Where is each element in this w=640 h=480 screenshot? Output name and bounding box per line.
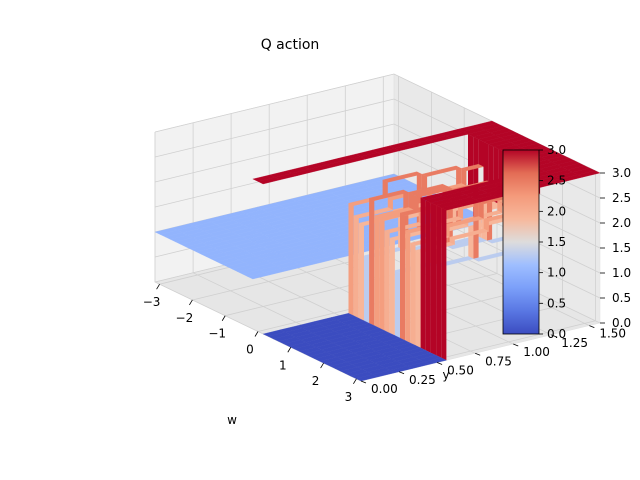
x-axis-label: w — [227, 413, 237, 427]
colorbar-tick-label: 3.0 — [547, 143, 566, 157]
surface-wall — [478, 201, 484, 219]
x-tick-label: 3 — [345, 390, 353, 404]
surface-wall — [410, 243, 416, 346]
surface-wall — [473, 198, 479, 262]
colorbar-tick-label: 1.5 — [547, 235, 566, 249]
surface-wall — [389, 238, 395, 336]
surface-patch — [449, 232, 473, 240]
surface-patch — [472, 254, 497, 262]
surface-wall — [348, 203, 354, 316]
surface-wall — [400, 213, 406, 341]
z-tick-label: 0.5 — [612, 291, 631, 305]
y-tick — [475, 352, 481, 356]
surface-wall — [358, 223, 364, 321]
x-tick-label: 0 — [246, 343, 254, 357]
colorbar: 0.0 0.5 1.0 1.5 2.0 2.5 3.0 — [502, 143, 566, 341]
y-tick — [589, 325, 595, 328]
surface-wall — [415, 250, 421, 348]
x-tick — [320, 362, 324, 369]
z-tick-label: 2.0 — [612, 216, 631, 230]
surface-wall — [420, 197, 426, 351]
surface-wall — [497, 200, 503, 214]
surface-patch — [355, 374, 379, 382]
surface-wall — [441, 207, 447, 361]
surface-wall — [436, 205, 442, 358]
surface-wall — [461, 168, 467, 186]
z-tick-label: 0.0 — [612, 316, 631, 330]
colorbar-tick-label: 1.0 — [547, 266, 566, 280]
x-tick-label: −1 — [208, 327, 226, 341]
y-tick — [513, 343, 519, 347]
x-tick — [189, 299, 193, 306]
surface-patch — [413, 190, 437, 198]
x-tick — [353, 378, 357, 384]
y-tick-label: 0.00 — [371, 382, 398, 396]
colorbar-gradient — [502, 149, 540, 335]
surface-wall — [374, 215, 380, 329]
x-tick-label: −3 — [143, 295, 161, 309]
surface-wall — [478, 139, 484, 167]
x-tick — [156, 284, 160, 290]
surface-wall — [425, 200, 431, 353]
z-tick-label: 2.5 — [612, 191, 631, 205]
colorbar-tick-label: 2.5 — [547, 174, 566, 188]
y-tick — [398, 371, 405, 375]
surface-patch — [257, 177, 281, 185]
x-tick — [221, 315, 226, 321]
surface-wall — [430, 202, 437, 356]
colorbar-tick-label: 2.0 — [547, 204, 566, 218]
surface-wall — [405, 230, 411, 343]
colorbar-tick-label: 0.5 — [547, 296, 566, 310]
surface-plot — [154, 120, 601, 382]
surface-wall — [394, 270, 400, 338]
surface-wall — [421, 174, 428, 192]
surface-wall — [384, 230, 390, 334]
y-tick — [436, 362, 443, 365]
surface-patch — [421, 169, 445, 177]
y-tick-label: 1.50 — [599, 327, 626, 341]
surface-wall — [483, 141, 489, 185]
surface-wall — [468, 226, 474, 259]
surface-patch — [368, 193, 392, 201]
surface-wall — [483, 218, 489, 232]
surface-wall — [353, 215, 359, 319]
x-tick-label: 2 — [312, 374, 320, 388]
surface-patch — [382, 175, 406, 183]
y-tick-label: 0.25 — [409, 373, 436, 387]
surface-wall — [369, 198, 375, 326]
x-tick — [254, 331, 259, 337]
y-tick-label: 0.50 — [447, 364, 474, 378]
chart-title: Q action — [261, 37, 320, 53]
y-tick-label: 0.75 — [485, 354, 512, 368]
z-tick-label: 1.5 — [612, 241, 631, 255]
x-tick — [287, 347, 292, 353]
surface-patch — [247, 272, 271, 280]
surface-wall — [382, 180, 388, 198]
y-tick — [551, 334, 557, 338]
z-tick-label: 3.0 — [612, 166, 631, 180]
surface-patch — [440, 203, 464, 211]
surface-wall — [449, 237, 455, 245]
colorbar-tick-label: 0.0 — [547, 327, 566, 341]
surface-patch — [443, 220, 468, 228]
y-axis-label: y — [442, 368, 449, 382]
surface-wall — [458, 206, 464, 219]
surface-wall — [413, 194, 419, 213]
y-tick-label: 1.25 — [561, 336, 588, 350]
y-tick-label: 1.00 — [523, 345, 550, 359]
surface-wall — [387, 197, 393, 210]
surface-wall — [408, 192, 414, 210]
x-tick-label: −2 — [176, 311, 194, 325]
surface-patch — [460, 164, 484, 171]
axes-3d: −3−2−101230.000.250.500.751.001.251.500.… — [143, 73, 631, 427]
surface-wall — [379, 218, 385, 331]
z-tick-label: 1.0 — [612, 266, 631, 280]
surface-wall — [468, 134, 474, 192]
surface-wall — [364, 255, 370, 324]
x-tick-label: 1 — [279, 358, 287, 372]
y-tick — [360, 380, 367, 384]
